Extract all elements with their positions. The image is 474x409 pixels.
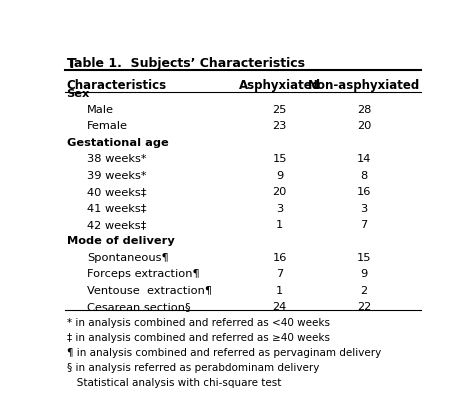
Text: Spontaneous¶: Spontaneous¶ xyxy=(87,252,169,262)
Text: Forceps extraction¶: Forceps extraction¶ xyxy=(87,269,200,279)
Text: 41 weeks‡: 41 weeks‡ xyxy=(87,203,146,213)
Text: ¶ in analysis combined and referred as pervaginam delivery: ¶ in analysis combined and referred as p… xyxy=(66,347,381,357)
Text: Non-asphyxiated: Non-asphyxiated xyxy=(308,79,420,92)
Text: 38 weeks*: 38 weeks* xyxy=(87,154,146,164)
Text: 3: 3 xyxy=(276,203,283,213)
Text: 24: 24 xyxy=(273,301,287,311)
Text: 25: 25 xyxy=(273,105,287,115)
Text: 9: 9 xyxy=(361,269,368,279)
Text: 39 weeks*: 39 weeks* xyxy=(87,170,146,180)
Text: § in analysis referred as perabdominam delivery: § in analysis referred as perabdominam d… xyxy=(66,362,319,373)
Text: 40 weeks‡: 40 weeks‡ xyxy=(87,187,146,197)
Text: 23: 23 xyxy=(273,121,287,131)
Text: Mode of delivery: Mode of delivery xyxy=(66,236,174,246)
Text: 16: 16 xyxy=(273,252,287,262)
Text: 7: 7 xyxy=(276,269,283,279)
Text: 22: 22 xyxy=(357,301,371,311)
Text: Statistical analysis with chi-square test: Statistical analysis with chi-square tes… xyxy=(66,378,281,388)
Text: Sex: Sex xyxy=(66,88,90,99)
Text: 7: 7 xyxy=(361,220,368,229)
Text: ‡ in analysis combined and referred as ≥40 weeks: ‡ in analysis combined and referred as ≥… xyxy=(66,332,329,342)
Text: T: T xyxy=(66,57,76,71)
Text: Female: Female xyxy=(87,121,128,131)
Text: 2: 2 xyxy=(361,285,368,295)
Text: * in analysis combined and referred as <40 weeks: * in analysis combined and referred as <… xyxy=(66,317,329,327)
Text: Table 1.  Subjects’ Characteristics: Table 1. Subjects’ Characteristics xyxy=(66,57,305,70)
Text: Ventouse  extraction¶: Ventouse extraction¶ xyxy=(87,285,212,295)
Text: 15: 15 xyxy=(357,252,372,262)
Text: 28: 28 xyxy=(357,105,371,115)
Text: Gestational age: Gestational age xyxy=(66,137,168,148)
Text: 9: 9 xyxy=(276,170,283,180)
Text: Characteristics: Characteristics xyxy=(66,79,167,92)
Text: 15: 15 xyxy=(273,154,287,164)
Text: 20: 20 xyxy=(357,121,371,131)
Text: 3: 3 xyxy=(361,203,368,213)
Text: 1: 1 xyxy=(276,285,283,295)
Text: 1: 1 xyxy=(276,220,283,229)
Text: 16: 16 xyxy=(357,187,371,197)
Text: Male: Male xyxy=(87,105,114,115)
Text: 20: 20 xyxy=(273,187,287,197)
Text: Asphyxiated: Asphyxiated xyxy=(238,79,321,92)
Text: 42 weeks‡: 42 weeks‡ xyxy=(87,220,146,229)
Text: Cesarean section§: Cesarean section§ xyxy=(87,301,191,311)
Text: 8: 8 xyxy=(361,170,368,180)
Text: 14: 14 xyxy=(357,154,371,164)
